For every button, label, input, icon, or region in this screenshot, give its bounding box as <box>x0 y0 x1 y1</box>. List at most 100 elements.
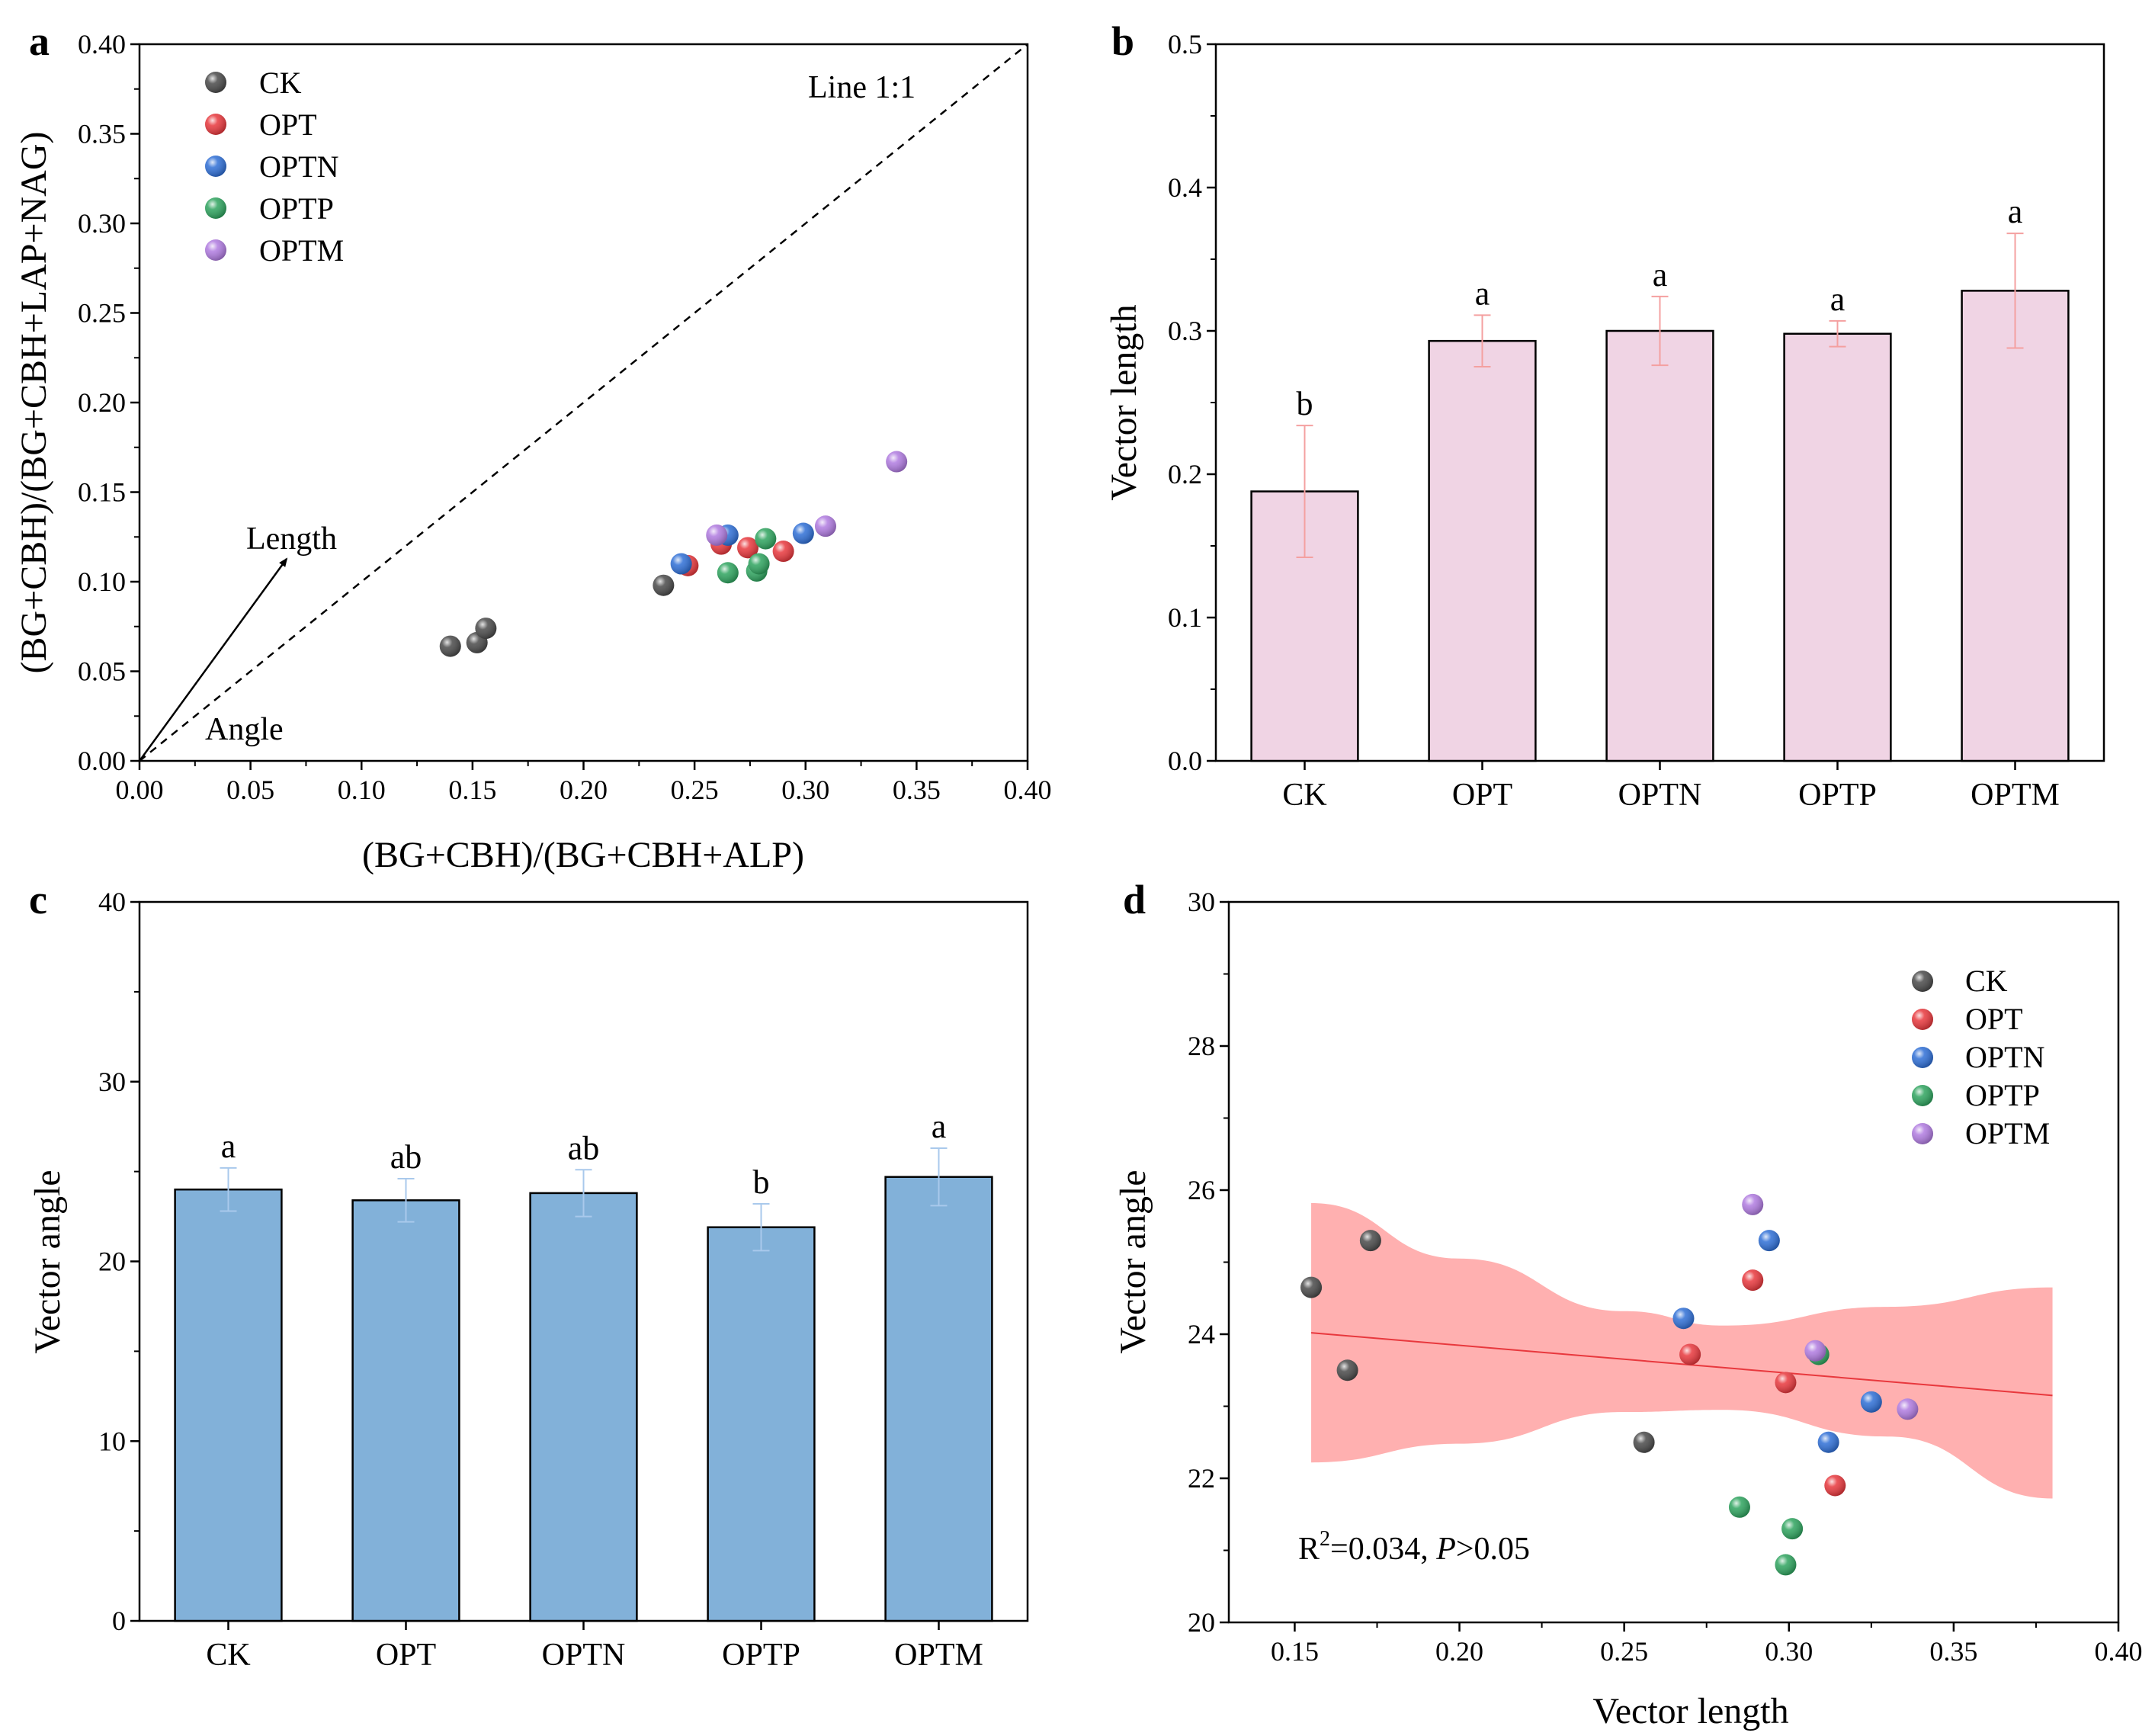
a-legend-label-ck: CK <box>259 66 302 100</box>
length-arrow <box>138 557 288 762</box>
a-point-optm <box>814 515 836 537</box>
d-point-optn <box>1758 1230 1780 1252</box>
d-point-opt-shine <box>1679 1343 1701 1365</box>
a-xtick-label: 0.10 <box>338 775 386 805</box>
d-legend-marker-optp-shine <box>1912 1085 1933 1106</box>
sig-letter-optp: b <box>753 1163 770 1201</box>
category-label-opt: OPT <box>1452 778 1512 813</box>
panel-a-points <box>439 451 908 657</box>
d-point-optm-shine <box>1742 1193 1764 1215</box>
a-point-ck <box>653 574 675 596</box>
d-legend-label-optm: OPTM <box>1965 1116 2050 1150</box>
a-legend-marker-ck-shine <box>205 72 226 93</box>
d-xtick-label: 0.20 <box>1435 1636 1483 1667</box>
panel-a: 0.00 0.05 0.10 0.15 0.20 0.25 0.30 0.35 0.40 0.00… <box>14 18 1052 875</box>
category-label-optp: OPTP <box>1798 778 1877 813</box>
a-legend-marker-optn-shine <box>205 156 226 177</box>
d-point-optp <box>1728 1496 1750 1518</box>
d-point-optp-shine <box>1728 1496 1750 1518</box>
panel-c-label: c <box>29 877 47 923</box>
panel-b-ylabel: Vector length <box>1104 304 1144 500</box>
d-point-ck <box>1300 1276 1323 1298</box>
a-point-optn-shine <box>670 553 692 575</box>
a-point-optp-shine <box>717 562 739 584</box>
a-xtick-label: 0.05 <box>226 775 274 805</box>
d-point-optn-shine <box>1817 1431 1839 1453</box>
a-point-optp <box>717 562 739 584</box>
d-legend-marker-optn <box>1912 1047 1933 1068</box>
sig-letter-optn: a <box>1653 256 1668 294</box>
d-point-optn <box>1860 1391 1882 1413</box>
a-point-optm <box>706 524 728 546</box>
ytick-label: 0 <box>112 1606 126 1636</box>
a-point-ck-shine <box>475 618 497 640</box>
ytick-label: 30 <box>98 1067 126 1097</box>
d-point-opt-shine <box>1824 1474 1846 1497</box>
regression-stat: R2=0.034, P>0.05 <box>1298 1527 1530 1567</box>
panel-c: 0 10 20 30 40 CK OPT OPTN OPTP OPTM a ab ab b a Vecto… <box>27 877 1029 1673</box>
d-ytick-label: 30 <box>1188 887 1215 917</box>
a-ytick-label: 0.40 <box>78 29 126 59</box>
sig-letter-opt: a <box>1475 274 1490 312</box>
a-xtick-label: 0.35 <box>893 775 941 805</box>
a-legend-label-optp: OPTP <box>259 191 334 226</box>
ytick-label: 0.1 <box>1168 602 1202 633</box>
category-label-ck: CK <box>1282 778 1326 813</box>
ytick-label: 40 <box>98 887 126 917</box>
stat-p-value: >0.05 <box>1456 1532 1530 1567</box>
panel-d-xlabel: Vector length <box>1592 1691 1788 1731</box>
bar-optm <box>1961 290 2070 762</box>
ytick-label: 0.4 <box>1168 172 1202 203</box>
sig-letter-ck: b <box>1297 385 1313 422</box>
d-ytick-label: 28 <box>1188 1031 1215 1061</box>
a-legend-marker-ck <box>205 72 226 93</box>
bar-optn <box>1605 329 1714 762</box>
d-point-ck-shine <box>1359 1230 1381 1252</box>
panel-c-ticks: 0 10 20 30 40 CK OPT OPTN OPTP OPTM <box>98 887 983 1673</box>
a-ytick-label: 0.15 <box>78 477 126 508</box>
d-point-opt <box>1824 1474 1846 1497</box>
d-point-opt <box>1679 1343 1701 1365</box>
sig-letter-optp: a <box>1830 281 1846 318</box>
a-point-opt-shine <box>772 541 794 563</box>
line-label: Line 1:1 <box>808 70 916 105</box>
d-point-ck-shine <box>1633 1431 1655 1453</box>
d-legend-marker-optp <box>1912 1085 1933 1106</box>
d-point-optn-shine <box>1860 1391 1882 1413</box>
panel-b: 0.0 0.1 0.2 0.3 0.4 0.5 CK OPT OPTN OPTP OPTM b a a a… <box>1104 18 2105 813</box>
a-legend-marker-optm-shine <box>205 239 226 261</box>
d-legend-marker-opt <box>1912 1009 1933 1030</box>
a-point-optn-shine <box>792 522 814 544</box>
a-ytick-label: 0.05 <box>78 656 126 687</box>
angle-label: Angle <box>205 712 284 747</box>
panel-d-legend: CK OPT OPTN OPTP OPTM <box>1912 964 2050 1150</box>
d-xtick-label: 0.40 <box>2095 1636 2143 1667</box>
a-xtick-label: 0.30 <box>781 775 829 805</box>
d-legend-label-optp: OPTP <box>1965 1078 2040 1112</box>
panel-a-xlabel: (BG+CBH)/(BG+CBH+ALP) <box>362 835 804 875</box>
a-point-ck <box>439 635 461 657</box>
d-point-optp-shine <box>1781 1518 1804 1540</box>
panel-a-legend: CK OPT OPTN OPTP OPTM <box>205 66 344 268</box>
a-point-optm-shine <box>886 451 908 473</box>
d-point-ck-shine <box>1300 1276 1323 1298</box>
a-point-optn <box>670 553 692 575</box>
stat-value: =0.034, <box>1330 1532 1436 1567</box>
a-xtick-label: 0.20 <box>560 775 608 805</box>
d-point-ck <box>1359 1230 1381 1252</box>
ytick-label: 0.3 <box>1168 316 1202 346</box>
a-legend-marker-optp <box>205 197 226 219</box>
ytick-label: 0.0 <box>1168 746 1202 776</box>
d-legend-label-optn: OPTN <box>1965 1040 2044 1074</box>
d-point-optn-shine <box>1672 1308 1695 1330</box>
category-label-optp: OPTP <box>722 1638 800 1673</box>
sig-letter-optm: a <box>932 1108 947 1145</box>
a-legend-marker-optn <box>205 156 226 177</box>
a-point-optp <box>748 553 770 575</box>
a-point-optp-shine <box>748 553 770 575</box>
a-point-opt-shine <box>737 537 759 559</box>
a-ytick-label: 0.35 <box>78 119 126 149</box>
category-label-optm: OPTM <box>894 1638 983 1673</box>
a-ytick-label: 0.25 <box>78 298 126 329</box>
d-ytick-label: 20 <box>1188 1607 1215 1638</box>
